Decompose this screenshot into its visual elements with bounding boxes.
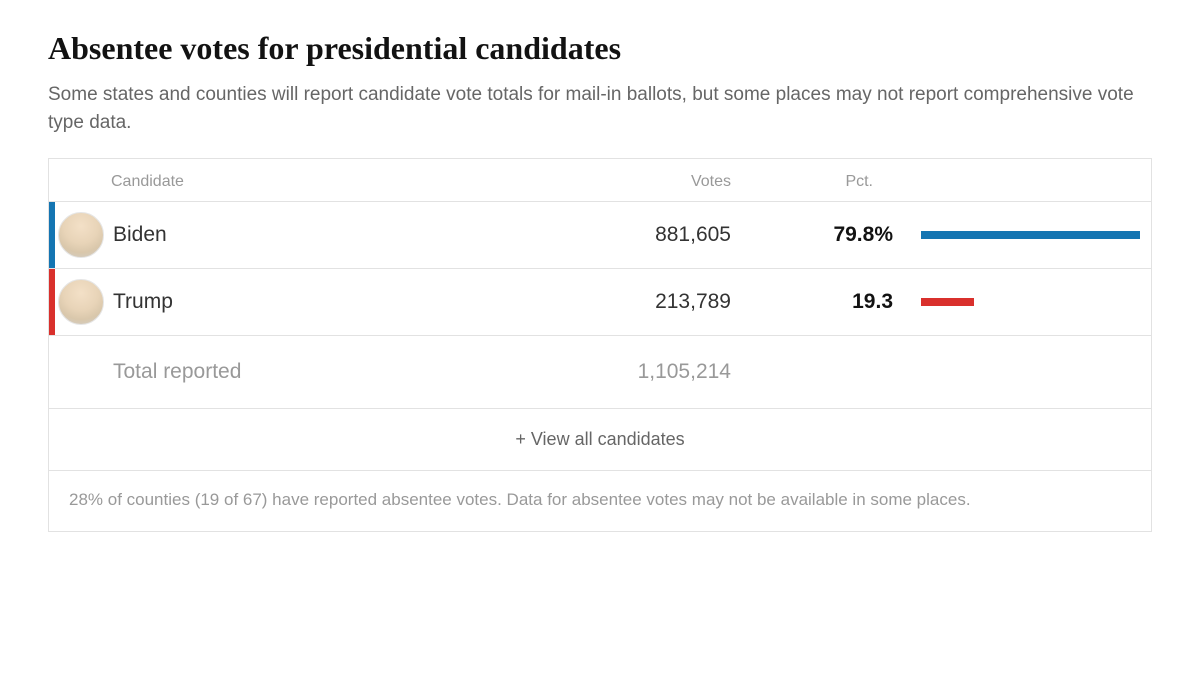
candidate-avatar-icon [58, 212, 104, 258]
candidate-votes: 881,605 [571, 223, 751, 247]
total-votes: 1,105,214 [571, 360, 751, 384]
total-row: Total reported 1,105,214 [49, 335, 1151, 408]
candidate-pct: 19.3 [751, 290, 921, 314]
candidate-name: Trump [107, 290, 571, 314]
view-all-candidates-button[interactable]: + View all candidates [49, 408, 1151, 470]
card-title: Absentee votes for presidential candidat… [48, 30, 1152, 67]
party-accent-bar [49, 269, 55, 335]
candidate-row: Trump 213,789 19.3 [49, 268, 1151, 335]
results-table: Candidate Votes Pct. Biden 881,605 79.8%… [48, 158, 1152, 532]
pct-bar [921, 298, 974, 306]
pct-bar-cell [921, 231, 1151, 239]
results-card: Absentee votes for presidential candidat… [0, 0, 1200, 532]
card-subtitle: Some states and counties will report can… [48, 81, 1152, 136]
candidate-name: Biden [107, 223, 571, 247]
candidate-pct: 79.8% [751, 223, 921, 247]
candidate-row: Biden 881,605 79.8% [49, 201, 1151, 268]
candidate-avatar-icon [58, 279, 104, 325]
col-header-candidate: Candidate [107, 173, 571, 191]
total-label: Total reported [107, 360, 571, 384]
party-accent-bar [49, 202, 55, 268]
table-header-row: Candidate Votes Pct. [49, 158, 1151, 201]
col-header-pct: Pct. [751, 173, 921, 191]
candidate-votes: 213,789 [571, 290, 751, 314]
col-header-votes: Votes [571, 173, 751, 191]
pct-bar [921, 231, 1140, 239]
reporting-footnote: 28% of counties (19 of 67) have reported… [49, 470, 1151, 531]
pct-bar-cell [921, 298, 1151, 306]
